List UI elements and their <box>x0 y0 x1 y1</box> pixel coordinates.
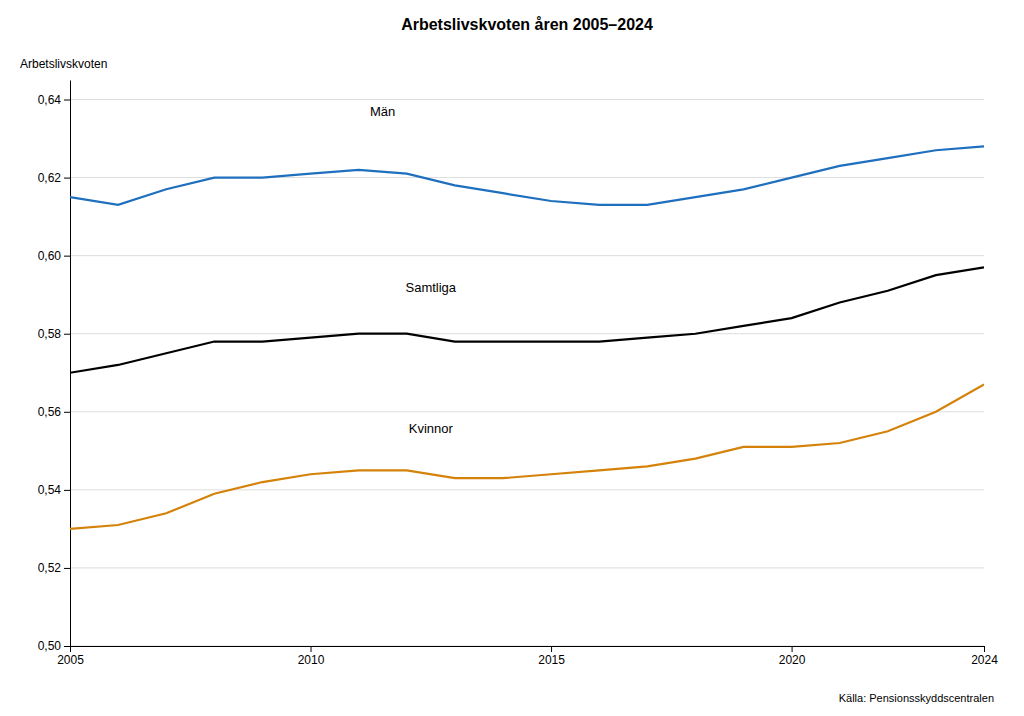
x-tick-mark <box>551 646 552 652</box>
x-axis-line <box>71 646 985 647</box>
y-tick: 0,52 <box>38 561 70 575</box>
y-tick-label: 0,50 <box>38 639 62 653</box>
y-axis-title: Arbetslivskvoten <box>20 57 107 71</box>
x-tick-mark <box>311 646 312 652</box>
y-tick-label: 0,52 <box>38 561 62 575</box>
y-tick-label: 0,54 <box>38 483 62 497</box>
grid-line <box>70 489 984 490</box>
x-tick-label: 2024 <box>971 653 998 667</box>
grid-line <box>70 411 984 412</box>
y-tick-label: 0,62 <box>38 171 62 185</box>
x-tick-label: 2005 <box>57 653 84 667</box>
y-tick-label: 0,56 <box>38 405 62 419</box>
y-axis-line <box>70 81 71 647</box>
y-tick-mark <box>64 256 70 257</box>
y-tick-label: 0,58 <box>38 327 62 341</box>
grid-line <box>70 333 984 334</box>
y-tick-mark <box>64 178 70 179</box>
plot: 0,50 0,52 0,54 0,56 0,58 0,60 0,62 0,64 2005 2010… <box>38 81 999 667</box>
y-tick-mark <box>64 646 70 647</box>
grid-line <box>70 255 984 256</box>
chart: 0,50 0,52 0,54 0,56 0,58 0,60 0,62 0,64 2005 2010… <box>0 0 1024 716</box>
x-tick-mark <box>792 646 793 652</box>
y-tick: 0,60 <box>38 249 70 263</box>
lines <box>70 146 984 529</box>
x-tick-mark <box>70 646 71 652</box>
annotation: Kvinnor <box>409 421 454 436</box>
y-tick: 0,50 <box>38 639 70 653</box>
series-line <box>70 146 984 205</box>
x-axis: 2005 2010 2015 2020 2024 <box>57 646 998 667</box>
x-tick: 2020 <box>779 646 806 667</box>
y-tick: 0,54 <box>38 483 70 497</box>
y-tick: 0,64 <box>38 93 70 107</box>
y-tick: 0,56 <box>38 405 70 419</box>
series-line <box>70 267 984 372</box>
y-tick-label: 0,64 <box>38 93 62 107</box>
x-tick-label: 2020 <box>779 653 806 667</box>
x-tick: 2010 <box>298 646 325 667</box>
annotation: Män <box>370 104 395 119</box>
y-tick-mark <box>64 334 70 335</box>
y-tick: 0,58 <box>38 327 70 341</box>
x-tick-mark <box>984 646 985 652</box>
y-tick-mark <box>64 568 70 569</box>
y-tick-mark <box>64 100 70 101</box>
title: Arbetslivskvoten åren 2005–2024 <box>401 16 653 33</box>
source: Källa: Pensionsskyddscentralen <box>839 692 994 704</box>
x-tick: 2024 <box>971 646 998 667</box>
x-tick: 2015 <box>538 646 565 667</box>
y-tick-mark <box>64 412 70 413</box>
grid <box>70 100 984 646</box>
grid-line <box>70 567 984 568</box>
x-tick: 2005 <box>57 646 84 667</box>
x-tick-label: 2015 <box>538 653 565 667</box>
grid-line <box>70 99 984 100</box>
series-line <box>70 384 984 528</box>
annotations: Män Samtliga Kvinnor <box>370 104 457 435</box>
y-axis: 0,50 0,52 0,54 0,56 0,58 0,60 0,62 0,64 <box>38 81 71 654</box>
y-tick-mark <box>64 490 70 491</box>
y-tick: 0,62 <box>38 171 70 185</box>
grid-line <box>70 177 984 178</box>
y-tick-label: 0,60 <box>38 249 62 263</box>
grid-line <box>70 646 984 647</box>
x-tick-label: 2010 <box>298 653 325 667</box>
annotation: Samtliga <box>406 280 457 295</box>
